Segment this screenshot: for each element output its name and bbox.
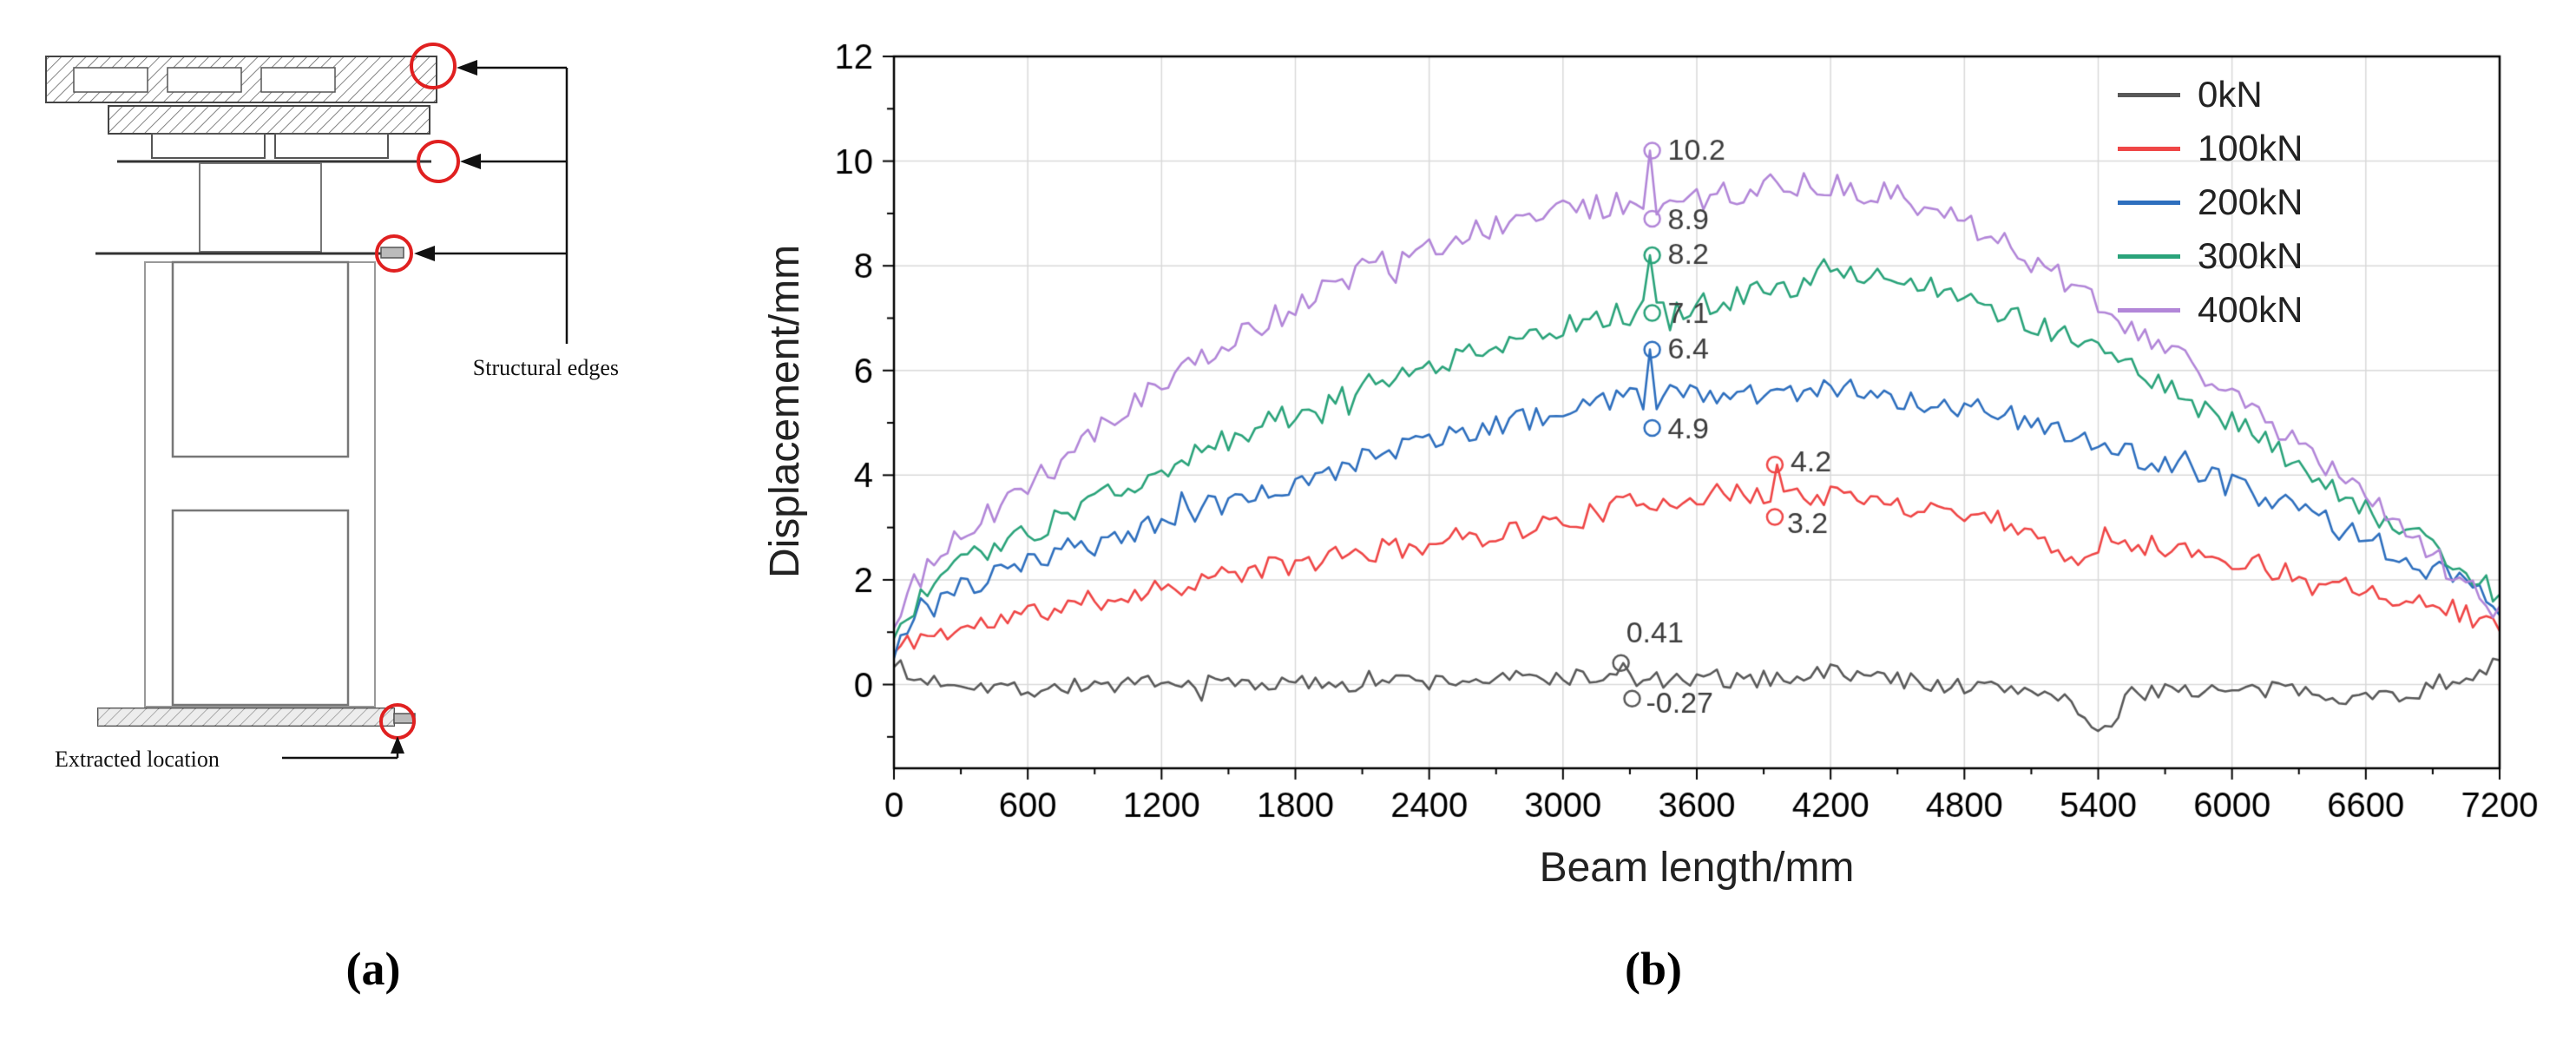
legend-line-swatch (2118, 146, 2180, 151)
legend-line-swatch (2118, 92, 2180, 97)
structural-edges-arrows (414, 60, 568, 344)
edge-marker-circle-bearing (375, 234, 413, 273)
cross-section-drawing: Structural edges Extracted location (45, 43, 619, 772)
panel-b-chart: Displacement/mm Beam length/mm 0kN 100kN 2… (729, 0, 2576, 1040)
legend-item: 300kN (2118, 229, 2303, 283)
legend-line-swatch (2118, 200, 2180, 205)
legend-item: 400kN (2118, 283, 2303, 337)
panel-a-diagram: Structural edges Extracted location (22, 35, 681, 833)
base-plate (97, 708, 416, 727)
caption-b: (b) (1625, 943, 1682, 995)
legend-line-swatch (2118, 253, 2180, 259)
extracted-location-arrow (282, 736, 404, 760)
x-axis-title: Beam length/mm (1539, 845, 1855, 891)
bearing-plate (95, 162, 404, 259)
edge-marker-circle-flange (417, 140, 460, 183)
edge-marker-circle-top (410, 43, 457, 89)
caption-a: (a) (345, 943, 401, 995)
arrowhead-icon (460, 154, 481, 169)
girder-assembly (108, 105, 431, 163)
chart-canvas (729, 0, 2576, 1040)
legend-label: 0kN (2198, 74, 2263, 115)
extracted-location-label: Extracted location (55, 747, 220, 772)
legend-label: 200kN (2198, 181, 2303, 222)
arrowhead-icon (391, 736, 404, 754)
legend-label: 400kN (2198, 289, 2303, 330)
legend-item: 200kN (2118, 175, 2303, 229)
structural-edges-label: Structural edges (473, 355, 619, 380)
legend-item: 100kN (2118, 122, 2303, 175)
legend-label: 300kN (2198, 235, 2303, 276)
legend: 0kN 100kN 200kN 300kN 400kN (2118, 68, 2303, 337)
arrowhead-icon (414, 246, 435, 261)
deck-slab (45, 56, 437, 103)
pier (144, 260, 376, 708)
legend-label: 100kN (2198, 128, 2303, 168)
arrowhead-icon (457, 60, 477, 76)
y-axis-title: Displacement/mm (762, 244, 808, 579)
legend-item: 0kN (2118, 68, 2303, 122)
legend-line-swatch (2118, 307, 2180, 313)
